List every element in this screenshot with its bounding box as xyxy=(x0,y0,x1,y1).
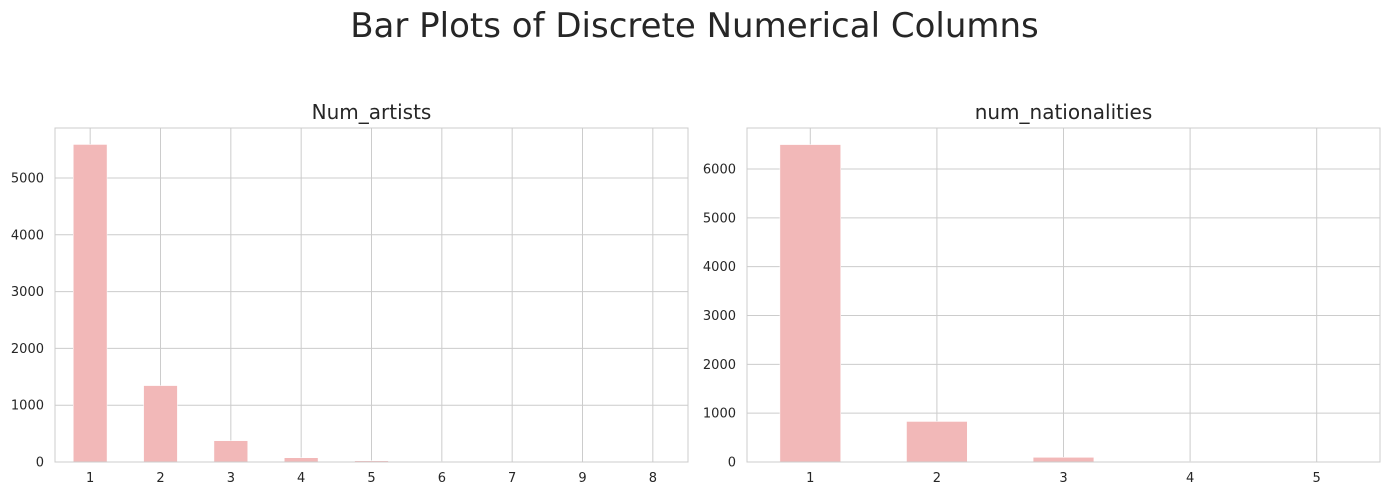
y-tick-label: 4000 xyxy=(703,260,736,275)
y-tick-label: 4000 xyxy=(11,228,44,243)
x-tick-label: 1 xyxy=(806,471,814,486)
plot-frame xyxy=(746,127,1381,463)
x-tick-label: 9 xyxy=(578,471,586,486)
chart-panel-2: 0 1000 2000 3000 4000 5000 6000 1 2 3 4 5 num_nation… xyxy=(703,100,1381,486)
chart-title: num_nationalities xyxy=(975,100,1153,124)
y-tick-label: 3000 xyxy=(703,309,736,324)
x-tick-label: 4 xyxy=(1186,471,1194,486)
bar-3 xyxy=(213,440,248,463)
x-tick-label: 8 xyxy=(649,471,657,486)
y-tick-label: 2000 xyxy=(11,342,44,357)
y-tick-label: 1000 xyxy=(703,407,736,422)
bar-2 xyxy=(143,385,178,463)
x-tick-label: 3 xyxy=(1059,471,1067,486)
y-tick-label: 6000 xyxy=(703,163,736,178)
x-tick-label: 2 xyxy=(933,471,941,486)
y-tick-label: 1000 xyxy=(11,399,44,414)
bar-1 xyxy=(779,144,841,463)
y-tick-label: 2000 xyxy=(703,358,736,373)
x-tick-label: 5 xyxy=(1313,471,1321,486)
chart-panel-1: 0 1000 2000 3000 4000 5000 1 2 3 4 5 6 7 9 8 Num_artist… xyxy=(11,100,689,486)
x-tick-label: 4 xyxy=(297,471,305,486)
x-tick-label: 3 xyxy=(227,471,235,486)
chart-title: Num_artists xyxy=(312,100,432,124)
bar-3 xyxy=(1032,457,1095,463)
y-tick-label: 0 xyxy=(36,456,44,471)
y-tick-label: 5000 xyxy=(11,171,44,186)
plot-frame xyxy=(54,127,689,463)
y-tick-label: 3000 xyxy=(11,285,44,300)
bar-1 xyxy=(73,144,108,463)
y-tick-label: 5000 xyxy=(703,211,736,226)
x-tick-label: 1 xyxy=(86,471,94,486)
x-tick-label: 2 xyxy=(156,471,164,486)
y-tick-label: 0 xyxy=(728,456,736,471)
bar-2 xyxy=(906,421,968,463)
x-tick-label: 7 xyxy=(508,471,516,486)
bar-4 xyxy=(284,457,319,463)
x-tick-label: 6 xyxy=(438,471,446,486)
x-tick-label: 5 xyxy=(367,471,375,486)
figure-title: Bar Plots of Discrete Numerical Columns xyxy=(350,6,1039,46)
